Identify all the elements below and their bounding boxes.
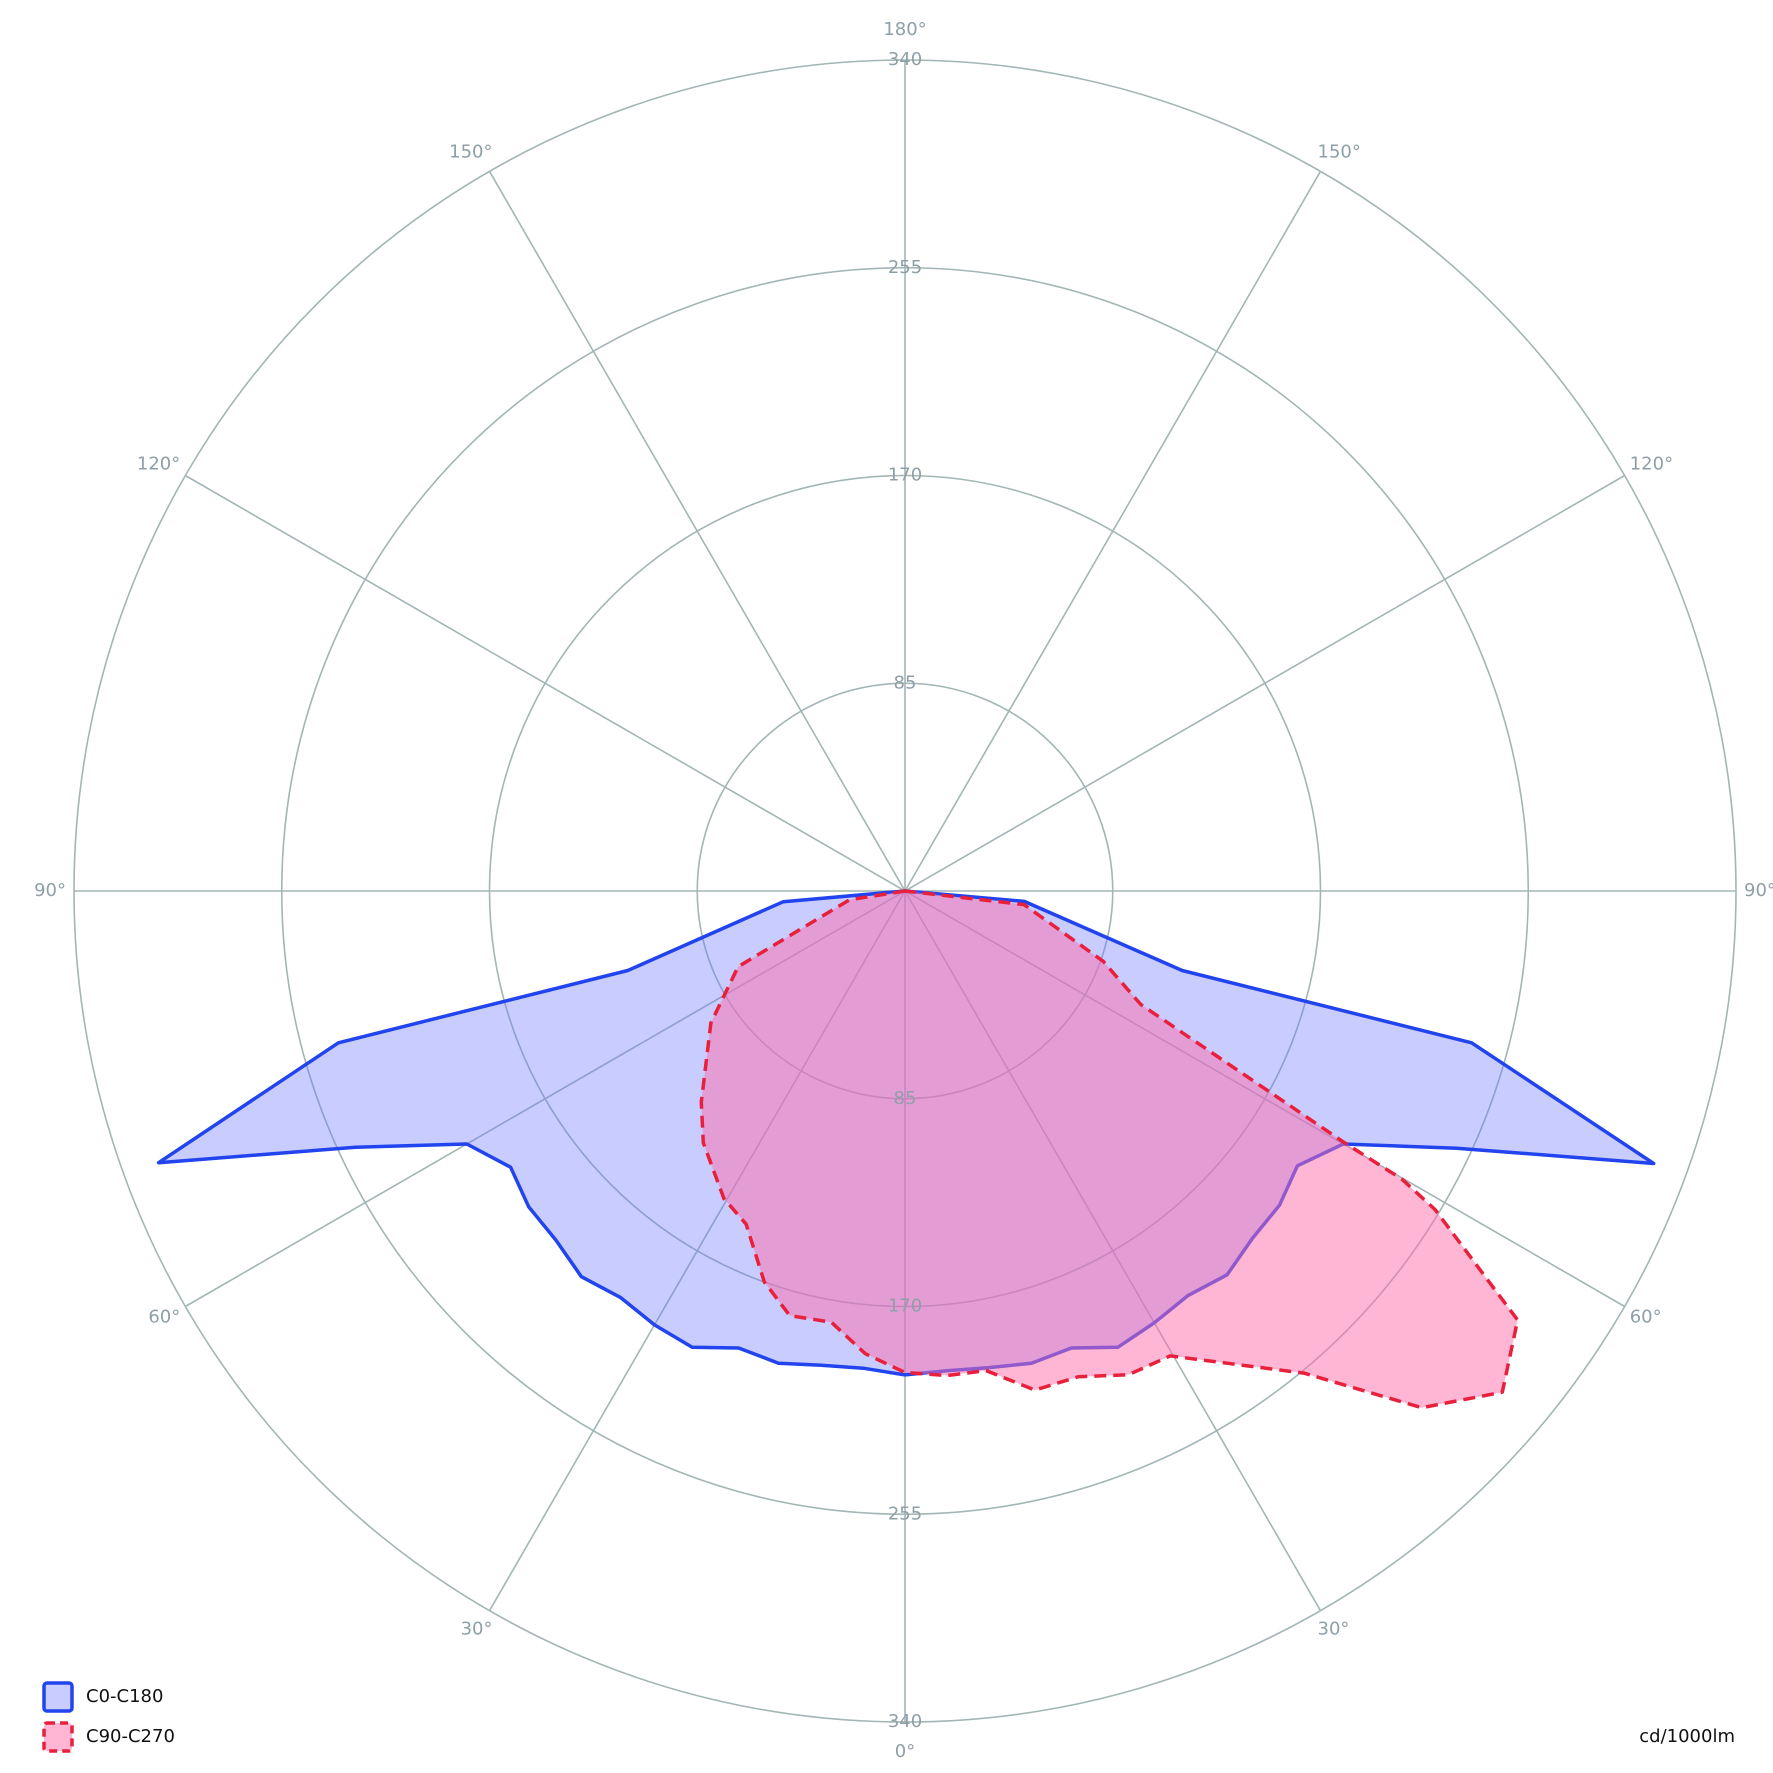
angle-tick-label: 150°: [449, 141, 492, 162]
series-area: [699, 889, 1520, 1410]
labels: 85 85 170 170 255 255 340 340 0° 30° 30° 60° 60° 90° 9…: [34, 19, 1773, 1762]
angle-tick-label: 30°: [1318, 1619, 1350, 1640]
angle-tick-label: 90°: [34, 880, 66, 901]
r-tick-label: 85: [894, 672, 917, 693]
r-tick-label: 170: [888, 465, 922, 486]
angle-tick-label: 0°: [895, 1741, 915, 1762]
legend-swatch: [42, 1721, 74, 1753]
legend-swatch: [42, 1681, 74, 1713]
plot-area: [156, 889, 1656, 1410]
angle-tick-label: 90°: [1744, 880, 1773, 901]
grid-spoke: [904, 170, 1322, 892]
angle-tick-label: 60°: [148, 1307, 180, 1328]
grid-spoke: [184, 474, 906, 892]
angle-tick-label: 60°: [1630, 1307, 1662, 1328]
angle-tick-label: 150°: [1318, 141, 1361, 162]
r-tick-label: 255: [888, 257, 922, 278]
angle-tick-label: 120°: [1630, 454, 1673, 475]
legend-text: C90-C270: [86, 1726, 175, 1747]
angle-tick-label: 180°: [883, 19, 926, 40]
r-tick-label: 340: [888, 49, 922, 70]
unit-label: cd/1000lm: [1639, 1726, 1735, 1747]
grid: [73, 59, 1737, 1723]
angle-tick-label: 120°: [137, 454, 180, 475]
r-tick-label: 170: [888, 1296, 922, 1317]
grid-spoke: [488, 170, 906, 892]
angle-tick-label: 30°: [461, 1619, 493, 1640]
grid-spoke: [904, 474, 1626, 892]
legend-text: C0-C180: [86, 1686, 163, 1707]
r-tick-label: 255: [888, 1503, 922, 1524]
r-tick-label: 340: [888, 1711, 922, 1732]
r-tick-label: 85: [894, 1088, 917, 1109]
